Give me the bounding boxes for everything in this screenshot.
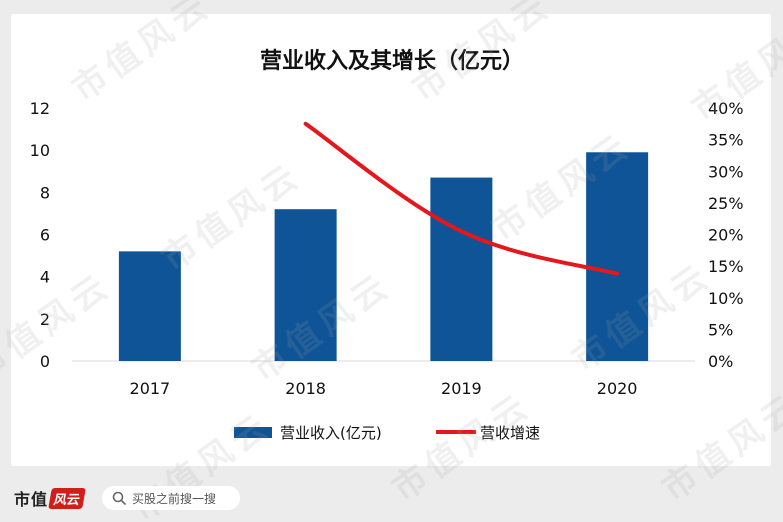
search-box[interactable]: 买股之前搜一搜: [102, 486, 240, 510]
y-left-tick-label: 2: [40, 310, 50, 329]
chart-title: 营业收入及其增长（亿元）: [260, 48, 524, 74]
growth-line: [303, 121, 620, 276]
legend: 营业收入(亿元) 营收增速: [234, 424, 540, 442]
bar-2019: [430, 177, 493, 361]
y-right-tick-label: 30%: [708, 162, 744, 181]
y-axis-left: 0 2 4 6 8 10 12: [30, 99, 50, 371]
legend-label-growth: 营收增速: [480, 424, 540, 442]
y-right-tick-label: 15%: [708, 257, 744, 276]
y-right-tick-label: 35%: [708, 131, 744, 150]
x-tick-label: 2017: [130, 379, 171, 398]
brand-logo[interactable]: 市值 风云: [14, 484, 86, 512]
y-left-tick-label: 10: [30, 141, 50, 160]
search-placeholder: 买股之前搜一搜: [132, 491, 217, 506]
y-right-tick-label: 25%: [708, 194, 744, 213]
y-left-tick-label: 4: [40, 268, 50, 287]
y-right-tick-label: 20%: [708, 226, 744, 245]
bar-2017: [118, 251, 181, 361]
brand-name: 市值: [14, 490, 49, 509]
legend-swatch-revenue: [234, 427, 272, 438]
y-axis-right: 0% 5% 10% 15% 20% 25% 30% 35% 40%: [708, 99, 744, 371]
y-left-tick-label: 8: [40, 183, 50, 202]
y-left-tick-label: 0: [40, 352, 50, 371]
legend-label-revenue: 营业收入(亿元): [280, 424, 382, 442]
bar-2020: [586, 152, 649, 361]
y-right-tick-label: 40%: [708, 99, 744, 118]
y-right-tick-label: 10%: [708, 289, 744, 308]
y-right-tick-label: 0%: [708, 352, 733, 371]
y-right-tick-label: 5%: [708, 320, 733, 339]
search-icon: [112, 491, 126, 505]
y-left-tick-label: 12: [30, 99, 50, 118]
bar-series: [118, 152, 649, 361]
bar-2018: [274, 209, 337, 361]
x-tick-label: 2020: [597, 379, 638, 398]
footer: 市值 风云 买股之前搜一搜: [0, 478, 783, 522]
x-tick-label: 2019: [441, 379, 482, 398]
x-axis-labels: 2017 2018 2019 2020: [130, 379, 638, 398]
brand-mark: 风云: [48, 487, 86, 509]
y-left-tick-label: 6: [40, 226, 50, 245]
x-tick-label: 2018: [285, 379, 326, 398]
